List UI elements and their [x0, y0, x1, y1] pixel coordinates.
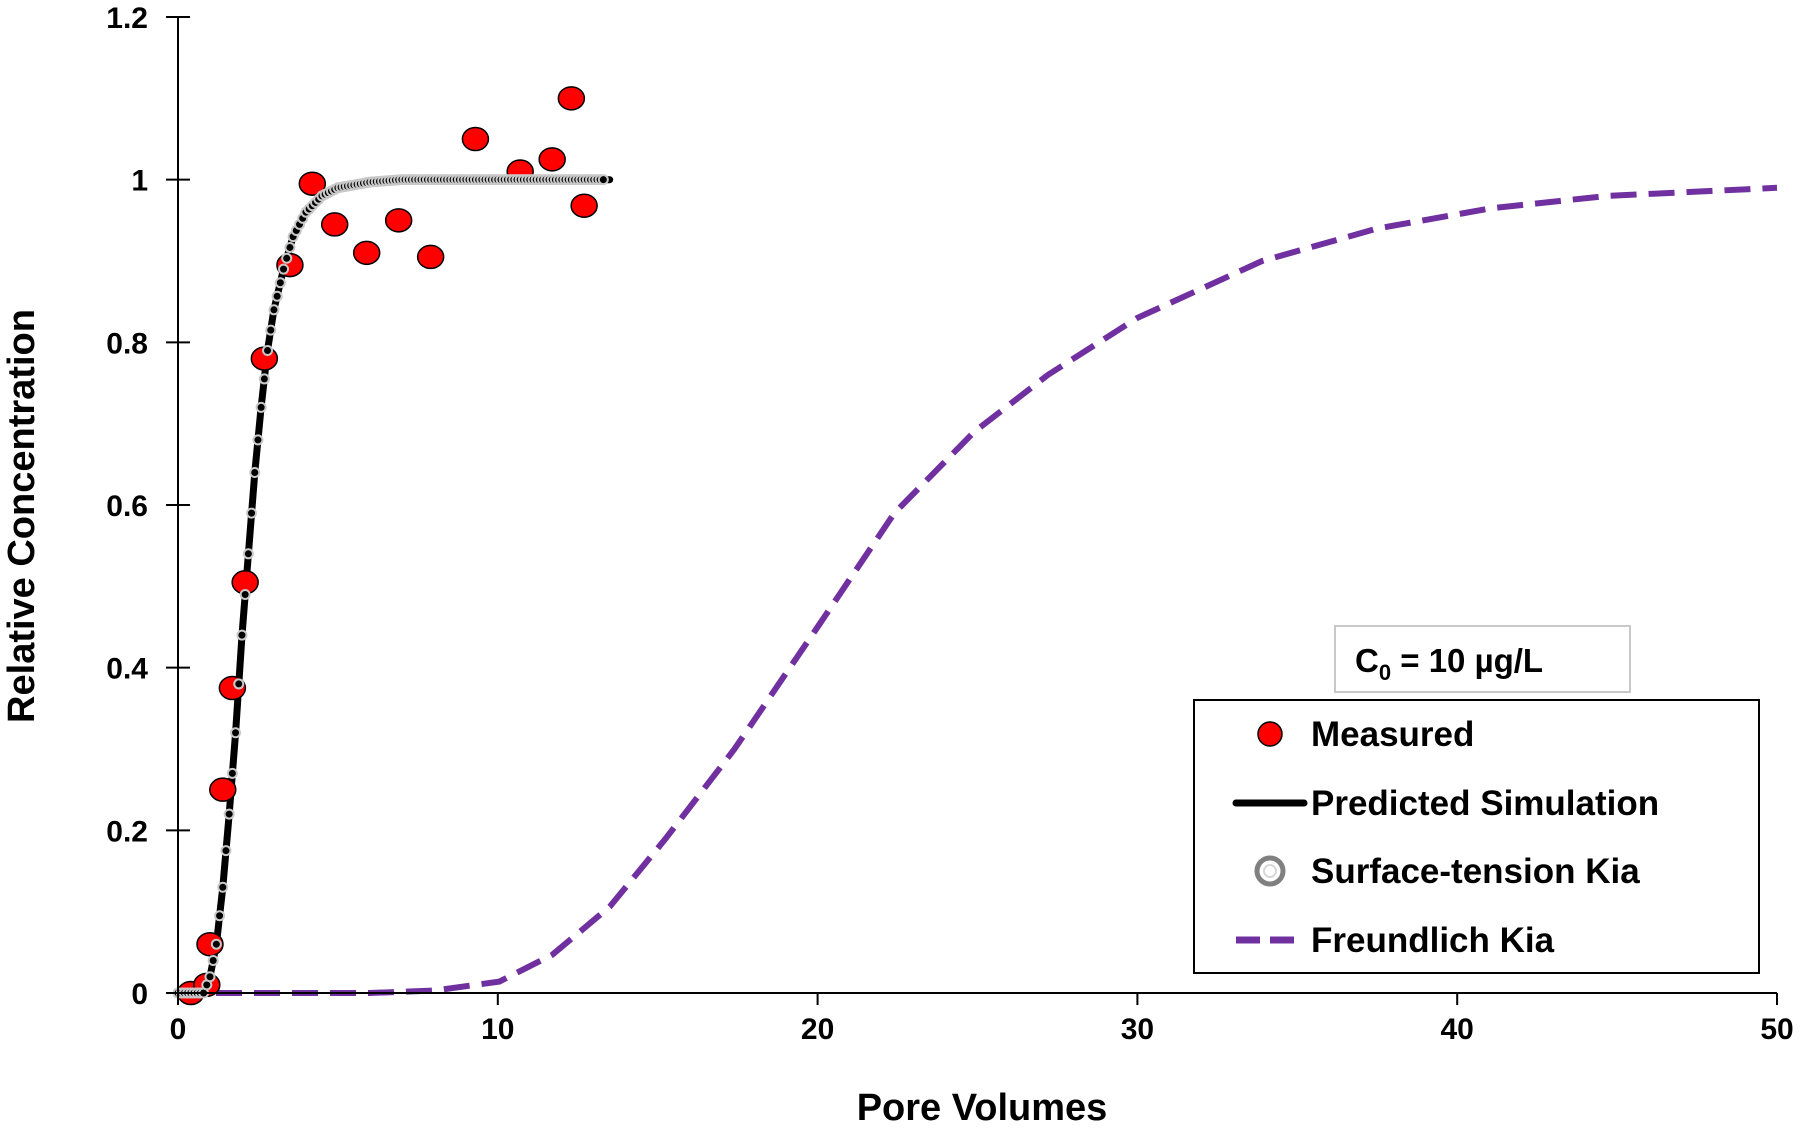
- x-axis-label: Pore Volumes: [857, 1087, 1108, 1126]
- legend-marker-surface-tension-inner: [1263, 864, 1277, 878]
- surface-tension-kia-point: [226, 767, 238, 779]
- legend-label-freundlich: Freundlich Kia: [1311, 921, 1555, 960]
- measured-point: [298, 171, 327, 196]
- annotation-box: C0 = 10 µg/L: [1334, 625, 1631, 693]
- y-tick-label: 0.8: [106, 327, 148, 360]
- measured-point: [538, 147, 566, 172]
- surface-tension-kia-point: [268, 304, 280, 316]
- surface-tension-kia-point: [207, 954, 219, 966]
- y-tick-label: 1.2: [106, 2, 148, 35]
- measured-point: [416, 244, 445, 270]
- surface-tension-kia-point: [265, 324, 277, 336]
- surface-tension-kia-point: [246, 507, 258, 519]
- surface-tension-kia-point: [271, 290, 283, 302]
- surface-tension-kia-point: [230, 727, 242, 739]
- y-tick-label: 1: [131, 165, 148, 198]
- freundlich-kia-line: [178, 184, 1778, 996]
- x-tick-label: 30: [1121, 1013, 1154, 1046]
- y-tick-label: 0: [131, 978, 148, 1011]
- annotation-text: C0 = 10 µg/L: [1355, 642, 1543, 685]
- legend-label-surface-tension: Surface-tension Kia: [1311, 852, 1640, 891]
- measured-point: [461, 126, 490, 152]
- measured-point: [196, 931, 224, 957]
- surface-tension-kia-point: [223, 808, 235, 820]
- y-tick-label: 0.2: [106, 815, 148, 848]
- measured-point: [352, 240, 381, 266]
- legend-marker-surface-tension: [1254, 855, 1286, 887]
- legend-marker-measured: [1257, 721, 1283, 747]
- x-tick-label: 20: [801, 1013, 834, 1046]
- surface-tension-kia-point: [249, 466, 261, 478]
- plot-area: [172, 86, 1778, 1006]
- x-tick-label: 10: [481, 1013, 514, 1046]
- legend-label-predicted: Predicted Simulation: [1311, 784, 1659, 823]
- x-tick-label: 50: [1760, 1013, 1793, 1046]
- surface-tension-kia-point: [274, 277, 286, 289]
- measured-point: [384, 208, 413, 233]
- ticks: 0 10 20 30 40 50 0 0.2 0.4 0.6 0.8 1 1.2: [106, 2, 1793, 1046]
- measured-point: [570, 193, 598, 218]
- legend-label-measured: Measured: [1311, 715, 1474, 754]
- surface-tension-kia-point: [255, 401, 267, 413]
- surface-tension-kia-point: [214, 910, 226, 922]
- surface-tension-kia-point: [242, 548, 254, 560]
- measured-point: [557, 86, 586, 111]
- surface-tension-kia-point: [597, 174, 609, 186]
- y-tick-label: 0.4: [106, 653, 148, 686]
- surface-tension-kia-point: [239, 588, 251, 600]
- x-tick-label: 40: [1441, 1013, 1474, 1046]
- measured-point: [209, 777, 237, 802]
- surface-tension-kia-point: [258, 373, 270, 385]
- surface-tension-kia-point: [281, 252, 293, 264]
- surface-tension-kia-point: [278, 263, 290, 275]
- x-tick-label: 0: [170, 1013, 187, 1046]
- surface-tension-kia-point: [204, 971, 216, 983]
- surface-tension-kia-point: [236, 629, 248, 641]
- measured-point: [320, 212, 349, 237]
- surface-tension-kia-point: [284, 241, 296, 253]
- surface-tension-kia-point: [217, 881, 229, 893]
- surface-tension-kia-point: [220, 845, 232, 857]
- surface-tension-kia-point: [262, 344, 274, 356]
- y-tick-label: 0.6: [106, 490, 148, 523]
- y-axis-label: Relative Concentration: [1, 309, 43, 723]
- surface-tension-kia-point: [252, 434, 264, 446]
- surface-tension-kia-point: [233, 678, 245, 690]
- legend: Measured Predicted Simulation Surface-te…: [1193, 699, 1760, 974]
- surface-tension-kia-point: [210, 938, 222, 950]
